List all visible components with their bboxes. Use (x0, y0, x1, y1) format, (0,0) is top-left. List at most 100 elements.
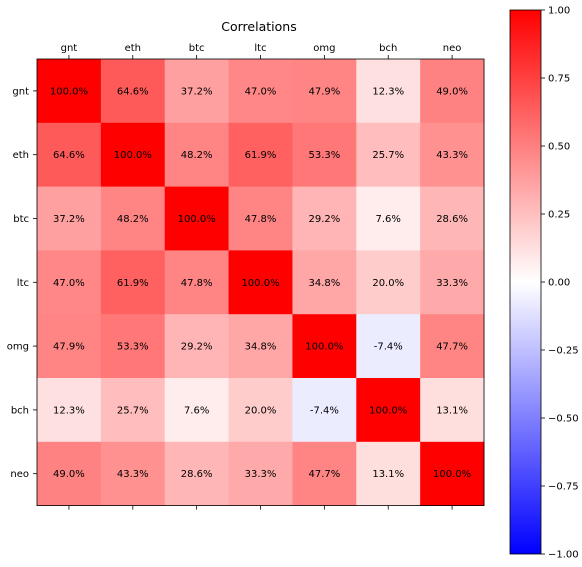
heatmap-cell-label: 48.2% (181, 150, 213, 161)
heatmap-cell-label: 7.6% (184, 405, 209, 416)
colorbar-tick-label: −0.50 (548, 414, 579, 425)
y-tick-label: neo (10, 469, 29, 480)
heatmap-cell-label: 20.0% (245, 405, 277, 416)
colorbar-tick-label: 0.75 (548, 74, 570, 85)
x-axis-top: gnt eth btc ltc omg bch neo (61, 43, 462, 510)
heatmap-cell-label: 29.2% (308, 214, 340, 225)
heatmap-cell-label: 64.6% (117, 86, 149, 97)
heatmap-cell (100, 59, 166, 124)
heatmap-cell-label: 53.3% (117, 342, 149, 353)
heatmap-cell (292, 441, 357, 506)
heatmap-cell-label: 43.3% (117, 469, 149, 480)
heatmap-cell (356, 378, 421, 443)
heatmap-cell (37, 378, 102, 443)
heatmap-cell-label: 49.0% (436, 86, 468, 97)
heatmap-cell (37, 314, 102, 379)
heatmap-cell-label: 47.0% (53, 278, 85, 289)
heatmap-cell-label: 100.0% (114, 150, 152, 161)
heatmap-cell (164, 441, 229, 506)
heatmap-cell-label: -7.4% (374, 342, 403, 353)
heatmap-cell (292, 250, 357, 315)
heatmap-cell-label: 25.7% (372, 150, 404, 161)
heatmap-cell (228, 186, 293, 251)
heatmap-cell-label: 64.6% (53, 150, 85, 161)
heatmap-cell-label: 47.0% (245, 86, 277, 97)
y-axis-left: gnt eth btc ltc omg bch neo (7, 86, 37, 480)
heatmap-cell-label: 61.9% (117, 278, 149, 289)
heatmap-cell-label: 37.2% (53, 214, 85, 225)
heatmap-cell (356, 59, 421, 124)
heatmap-cell (356, 314, 421, 379)
heatmap-cell-label: 20.0% (372, 278, 404, 289)
heatmap-cell-label: 25.7% (117, 405, 149, 416)
heatmap-cell-label: 33.3% (245, 469, 277, 480)
heatmap-cell (164, 186, 229, 251)
heatmap-cell-label: 53.3% (308, 150, 340, 161)
heatmap-cell (420, 59, 485, 124)
heatmap-cell (292, 378, 357, 443)
heatmap-cell (37, 186, 102, 251)
heatmap-cell (164, 250, 229, 315)
heatmap-cell-labels: 100.0% 64.6% 37.2% 47.0% 47.9% 12.3% 49.0% 64.6… (50, 86, 471, 480)
x-tick-label: bch (379, 43, 397, 54)
y-tick-label: ltc (17, 278, 29, 289)
heatmap-cell (356, 122, 421, 187)
colorbar-tick-label: 0.25 (548, 210, 570, 221)
y-tick-label: eth (13, 150, 29, 161)
y-tick-label: btc (13, 214, 29, 225)
heatmap-cell (37, 441, 102, 506)
heatmap-cell-label: 13.1% (372, 469, 404, 480)
heatmap-cell (228, 378, 293, 443)
y-tick-label: gnt (12, 86, 29, 97)
heatmap-cell (100, 441, 166, 506)
heatmap-cell-label: 34.8% (308, 278, 340, 289)
heatmap-cell (228, 250, 293, 315)
heatmap-cell (37, 122, 102, 187)
colorbar-tick-label: −1.00 (548, 550, 579, 561)
heatmap-cell-label: 100.0% (241, 278, 279, 289)
heatmap-cell (164, 59, 229, 124)
heatmap-cell (292, 122, 357, 187)
colorbar-gradient-bar (509, 9, 542, 555)
heatmap-cell-label: 100.0% (305, 342, 343, 353)
x-tick-label: eth (125, 43, 141, 54)
chart-title: Correlations (221, 19, 296, 34)
heatmap-cell (228, 441, 293, 506)
colorbar-tick-label: 1.00 (548, 6, 570, 17)
x-tick-label: btc (189, 43, 205, 54)
heatmap-cell (356, 441, 421, 506)
heatmap-cell-label: 37.2% (181, 86, 213, 97)
heatmap-cell-label: 7.6% (376, 214, 401, 225)
heatmap-cell-label: 100.0% (178, 214, 216, 225)
heatmap-cell (164, 378, 229, 443)
heatmap-cell (228, 314, 293, 379)
y-tick-label: bch (11, 405, 29, 416)
heatmap-cell-label: 34.8% (245, 342, 277, 353)
heatmap-cell (100, 250, 166, 315)
heatmap-cell-label: 61.9% (245, 150, 277, 161)
colorbar-tick-label: 0.00 (548, 278, 570, 289)
heatmap-cell-label: 33.3% (436, 278, 468, 289)
x-tick-label: omg (313, 43, 335, 54)
heatmap-cell-label: 47.8% (245, 214, 277, 225)
heatmap-cell (37, 250, 102, 315)
x-tick-label: neo (443, 43, 462, 54)
heatmap-cell-label: 47.9% (308, 86, 340, 97)
heatmap-cell (420, 378, 485, 443)
heatmap-cell-label: 49.0% (53, 469, 85, 480)
heatmap-cell-label: 43.3% (436, 150, 468, 161)
heatmap-cell-label: 12.3% (53, 405, 85, 416)
heatmap-cell-label: 47.7% (436, 342, 468, 353)
heatmap-cell-label: 100.0% (369, 405, 407, 416)
heatmap-cell-label: 47.7% (308, 469, 340, 480)
heatmap-cell-label: 28.6% (436, 214, 468, 225)
heatmap-cell-label: -7.4% (310, 405, 339, 416)
heatmap-cell (356, 250, 421, 315)
heatmap-cell (420, 314, 485, 379)
heatmap-cell-label: 29.2% (181, 342, 213, 353)
heatmap-cell (37, 59, 102, 124)
x-tick-label: ltc (254, 43, 266, 54)
heatmap-cell (420, 122, 485, 187)
colorbar-tick-label: −0.25 (548, 346, 579, 357)
